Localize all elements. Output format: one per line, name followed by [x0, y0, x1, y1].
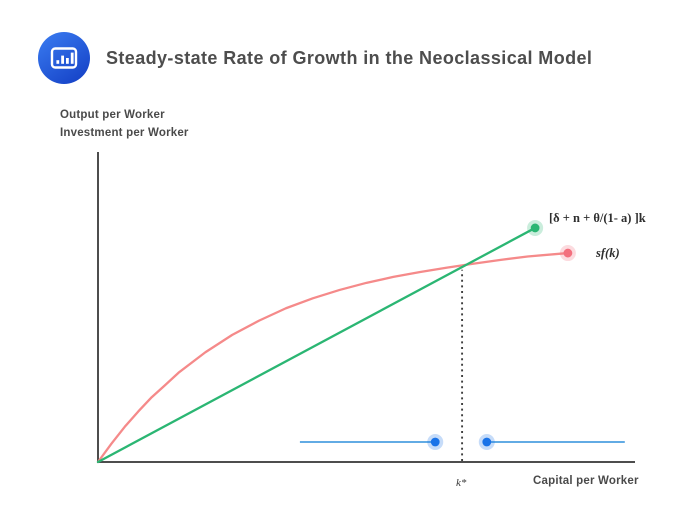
y-axis-label-line1: Output per Worker — [60, 109, 165, 121]
y-axis-label: Output per Worker Investment per Worker — [60, 106, 189, 142]
depreciation-line-label: [δ + n + θ/(1- a) ]k — [549, 211, 646, 225]
y-axis-label-line2: Investment per Worker — [60, 127, 189, 139]
x-axis-label: Capital per Worker — [533, 475, 639, 487]
header: Steady-state Rate of Growth in the Neocl… — [38, 32, 592, 84]
saving-curve-label: sf(k) — [596, 246, 620, 260]
k-star-label: k* — [456, 477, 467, 489]
page-title: Steady-state Rate of Growth in the Neocl… — [106, 47, 593, 68]
bar-chart-icon — [38, 32, 90, 84]
